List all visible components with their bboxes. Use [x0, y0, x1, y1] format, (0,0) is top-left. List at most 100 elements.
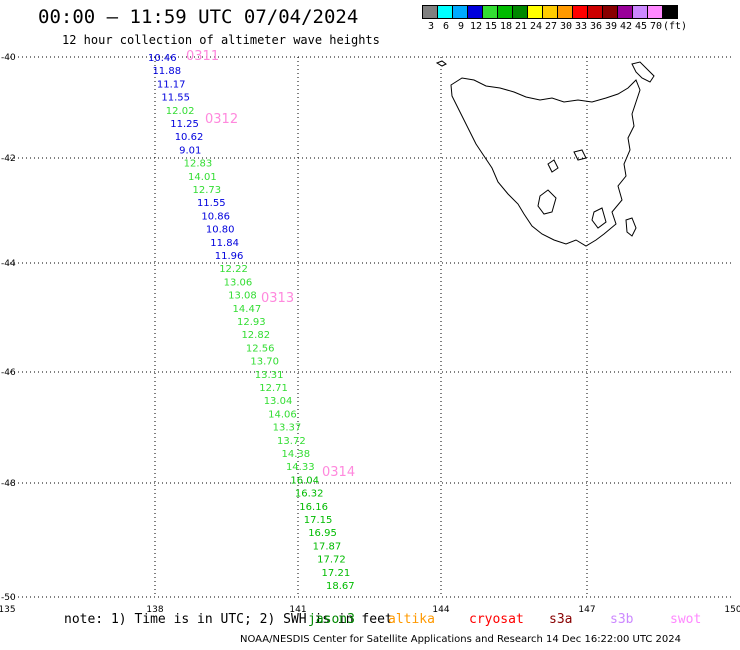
wave-height-reading: 13.08 — [228, 291, 257, 302]
wave-height-reading: 13.04 — [264, 396, 293, 407]
pass-labels: 0311 0312 0313 0314 — [186, 49, 355, 480]
wave-height-reading: 10.86 — [201, 211, 230, 222]
wave-height-reading: 17.15 — [304, 515, 333, 526]
wave-height-reading: 11.84 — [210, 238, 239, 249]
lake-4 — [591, 207, 607, 229]
wave-height-reading: 13.72 — [277, 436, 306, 447]
flinders-island — [631, 61, 655, 83]
wave-height-reading: 12.71 — [259, 383, 288, 394]
latitude-label: -40 — [1, 53, 16, 63]
wave-height-reading: 10.46 — [148, 53, 177, 64]
wave-height-reading: 17.87 — [313, 541, 342, 552]
wave-height-reading: 11.96 — [215, 251, 244, 262]
colorbar-swatch — [542, 5, 558, 19]
wave-height-reading: 14.38 — [282, 449, 311, 460]
wave-height-reading: 10.62 — [175, 132, 204, 143]
wave-height-reading: 11.55 — [161, 93, 190, 104]
altimeter-track: 10.46 11.88 11.17 11.55 12.02 11.25 10.62 9.01 1… — [148, 53, 355, 592]
colorbar-swatch — [497, 5, 513, 19]
wave-height-reading: 14.33 — [286, 462, 315, 473]
pass-number-label: 0311 — [186, 49, 219, 64]
colorbar-label: 24 — [529, 21, 543, 32]
colorbar-label: 12 — [469, 21, 483, 32]
wave-height-colorbar — [422, 5, 678, 19]
wave-height-reading: 13.06 — [224, 277, 253, 288]
pass-number-label: 0314 — [322, 465, 355, 480]
latitude-label: -42 — [1, 154, 16, 164]
colorbar-swatch — [437, 5, 453, 19]
wave-height-reading: 16.16 — [299, 502, 328, 513]
map-grid — [10, 56, 733, 598]
colorbar-swatch — [527, 5, 543, 19]
map-title: 00:00 – 11:59 UTC 07/04/2024 — [38, 6, 359, 28]
wave-height-reading: 11.88 — [152, 66, 181, 77]
wave-height-reading: 17.72 — [317, 555, 346, 566]
lake-2 — [537, 189, 557, 215]
wave-height-reading: 12.83 — [184, 159, 213, 170]
axis-labels: -40 -42 -44 -46 -48 -50 135 138 141 144 147 150 — [0, 53, 740, 615]
wave-height-reading: 9.01 — [179, 145, 201, 156]
longitude-label: 141 — [289, 605, 306, 615]
legend-swot: swot — [670, 612, 702, 627]
colorbar-label: (ft) — [663, 21, 688, 32]
colorbar-swatch — [452, 5, 468, 19]
colorbar-label: 36 — [589, 21, 603, 32]
wave-height-reading: 18.67 — [326, 581, 355, 592]
colorbar-swatch — [482, 5, 498, 19]
longitude-label: 138 — [146, 605, 163, 615]
wave-height-reading: 16.32 — [295, 489, 324, 500]
legend-altika: altika — [388, 612, 435, 627]
colorbar-label: 15 — [484, 21, 498, 32]
wave-height-reading: 14.47 — [233, 304, 262, 315]
colorbar-label: 39 — [604, 21, 618, 32]
longitude-label: 150 — [724, 605, 740, 615]
colorbar-label: 45 — [634, 21, 648, 32]
colorbar-label: 21 — [514, 21, 528, 32]
lake-1 — [547, 159, 559, 173]
colorbar-label: 30 — [559, 21, 573, 32]
colorbar-swatch — [647, 5, 663, 19]
wave-height-reading: 12.93 — [237, 317, 266, 328]
colorbar-swatch — [662, 5, 678, 19]
colorbar-swatch — [587, 5, 603, 19]
tasmania-mainland — [450, 77, 641, 247]
colorbar-swatch — [467, 5, 483, 19]
colorbar-label: 9 — [457, 21, 465, 32]
colorbar-label: 3 — [427, 21, 435, 32]
legend-jason3: jason3 — [308, 612, 355, 627]
legend-s3b: s3b — [610, 612, 634, 627]
map-subtitle: 12 hour collection of altimeter wave hei… — [62, 33, 380, 47]
lake-3 — [573, 149, 587, 161]
wave-height-reading: 11.55 — [197, 198, 226, 209]
colorbar-label: 42 — [619, 21, 633, 32]
colorbar-swatch — [632, 5, 648, 19]
wave-height-reading: 12.22 — [219, 264, 248, 275]
latitude-label: -46 — [1, 368, 16, 378]
maria-island — [625, 217, 637, 237]
colorbar-swatch — [422, 5, 438, 19]
colorbar-label: 70 — [649, 21, 663, 32]
colorbar-label: 18 — [499, 21, 513, 32]
wave-height-reading: 17.21 — [322, 568, 351, 579]
wave-height-reading: 11.25 — [170, 119, 199, 130]
colorbar-swatch — [572, 5, 588, 19]
wave-height-reading: 13.70 — [250, 357, 279, 368]
colorbar-swatch — [512, 5, 528, 19]
latitude-label: -44 — [1, 259, 16, 269]
wave-height-reading: 14.01 — [188, 172, 217, 183]
legend-cryosat: cryosat — [469, 612, 524, 627]
pass-number-label: 0313 — [261, 291, 294, 306]
units-note: note: 1) Time is in UTC; 2) SWH is in fe… — [64, 612, 393, 627]
colorbar-label: 6 — [442, 21, 450, 32]
wave-height-reading: 14.06 — [268, 409, 297, 420]
wave-height-reading: 13.31 — [255, 370, 284, 381]
wave-height-reading: 11.17 — [157, 79, 186, 90]
colorbar-swatch — [617, 5, 633, 19]
wave-height-reading: 13.37 — [273, 423, 302, 434]
tasmania-coastline — [435, 60, 655, 247]
legend-s3a: s3a — [549, 612, 573, 627]
wave-height-reading: 12.82 — [241, 330, 270, 341]
longitude-label: 144 — [432, 605, 449, 615]
colorbar-label: 33 — [574, 21, 588, 32]
colorbar-label: 27 — [544, 21, 558, 32]
